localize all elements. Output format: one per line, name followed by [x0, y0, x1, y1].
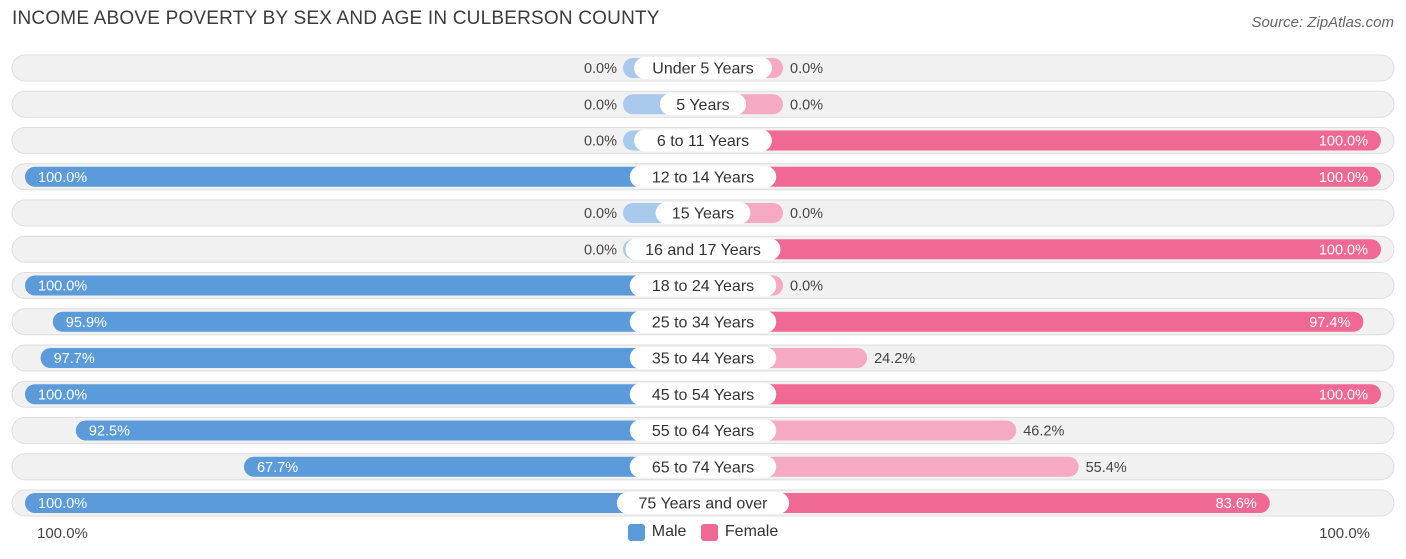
female-value-label: 55.4%: [1086, 460, 1127, 476]
category-pill: [634, 57, 772, 79]
female-value-label: 0.0%: [790, 279, 823, 295]
male-value-label: 100.0%: [38, 387, 87, 403]
bar-female: [703, 166, 1381, 187]
legend-label-female: Female: [724, 523, 779, 540]
chart-title: INCOME ABOVE POVERTY BY SEX AND AGE IN C…: [12, 8, 660, 29]
bar-female: [703, 493, 1270, 513]
category-pill: [634, 129, 772, 152]
bar-female: [703, 311, 1364, 332]
category-label: 55 to 64 Years: [652, 423, 754, 440]
male-value-label: 0.0%: [584, 61, 617, 77]
male-value-label: 97.7%: [54, 351, 95, 367]
category-pill: [616, 492, 790, 514]
category-pill: [629, 310, 777, 333]
male-value-label: 100.0%: [38, 279, 87, 295]
female-value-label: 0.0%: [790, 61, 823, 77]
male-value-label: 0.0%: [584, 97, 617, 113]
bar-male: [25, 275, 703, 296]
axis-right-label: 100.0%: [1319, 525, 1370, 542]
legend: Male Female: [0, 523, 1406, 546]
source-label: Source: ZipAtlas.com: [1251, 14, 1394, 31]
category-pill: [629, 347, 777, 369]
bar-male: [25, 166, 703, 187]
bar-male: [52, 311, 704, 332]
bar-female: [703, 420, 1017, 441]
male-value-label: 100.0%: [38, 496, 87, 512]
category-label: 45 to 54 Years: [652, 387, 754, 404]
category-label: 75 Years and over: [639, 496, 769, 513]
male-value-label: 67.7%: [257, 460, 298, 476]
male-value-label: 100.0%: [38, 170, 87, 186]
female-value-label: 24.2%: [874, 351, 915, 367]
bar-male: [243, 456, 703, 477]
category-label: 15 Years: [672, 206, 734, 223]
bar-male: [75, 420, 704, 441]
female-value-label: 83.6%: [1216, 496, 1257, 512]
category-label: 12 to 14 Years: [652, 169, 754, 186]
female-value-label: 100.0%: [1319, 170, 1368, 186]
legend-item-male: Male: [627, 523, 687, 541]
female-value-label: 100.0%: [1319, 242, 1368, 258]
category-label: 6 to 11 Years: [657, 133, 749, 150]
category-label: Under 5 Years: [652, 61, 753, 78]
category-pill: [629, 455, 777, 478]
category-pill: [625, 238, 781, 261]
bar-male: [25, 493, 703, 513]
male-value-label: 0.0%: [584, 242, 617, 258]
category-pill: [629, 383, 777, 406]
legend-swatch-male: [627, 523, 645, 541]
category-label: 18 to 24 Years: [652, 278, 754, 295]
legend-swatch-female: [700, 523, 718, 541]
category-label: 5 Years: [676, 97, 729, 114]
female-value-label: 46.2%: [1023, 424, 1064, 440]
bar-male: [40, 348, 704, 368]
female-value-label: 100.0%: [1319, 134, 1368, 150]
category-pill: [659, 93, 747, 116]
chart-plot: Under 5 Years 0.0% 0.0% 5 Years 0.0% 0.0% 6 to…: [11, 54, 1395, 517]
bar-female: [703, 456, 1079, 477]
male-value-label: 0.0%: [584, 134, 617, 150]
category-pill: [629, 419, 777, 442]
bar-female: [703, 384, 1381, 405]
category-label: 35 to 44 Years: [652, 351, 754, 368]
bar-female: [703, 130, 1381, 151]
female-value-label: 0.0%: [790, 97, 823, 113]
category-pill: [629, 274, 777, 297]
axis-left-label: 100.0%: [37, 525, 88, 542]
female-value-label: 100.0%: [1319, 387, 1368, 403]
category-label: 25 to 34 Years: [652, 314, 754, 331]
legend-item-female: Female: [700, 523, 779, 541]
male-value-label: 92.5%: [89, 424, 130, 440]
category-label: 16 and 17 Years: [645, 242, 761, 259]
category-label: 65 to 74 Years: [652, 459, 754, 476]
bar-male: [25, 384, 703, 405]
female-value-label: 0.0%: [790, 206, 823, 222]
male-value-label: 95.9%: [66, 315, 107, 331]
category-pill: [655, 202, 751, 224]
legend-label-male: Male: [651, 523, 687, 540]
male-value-label: 0.0%: [584, 206, 617, 222]
female-value-label: 97.4%: [1309, 315, 1350, 331]
bar-female: [703, 239, 1381, 260]
category-pill: [629, 165, 777, 188]
